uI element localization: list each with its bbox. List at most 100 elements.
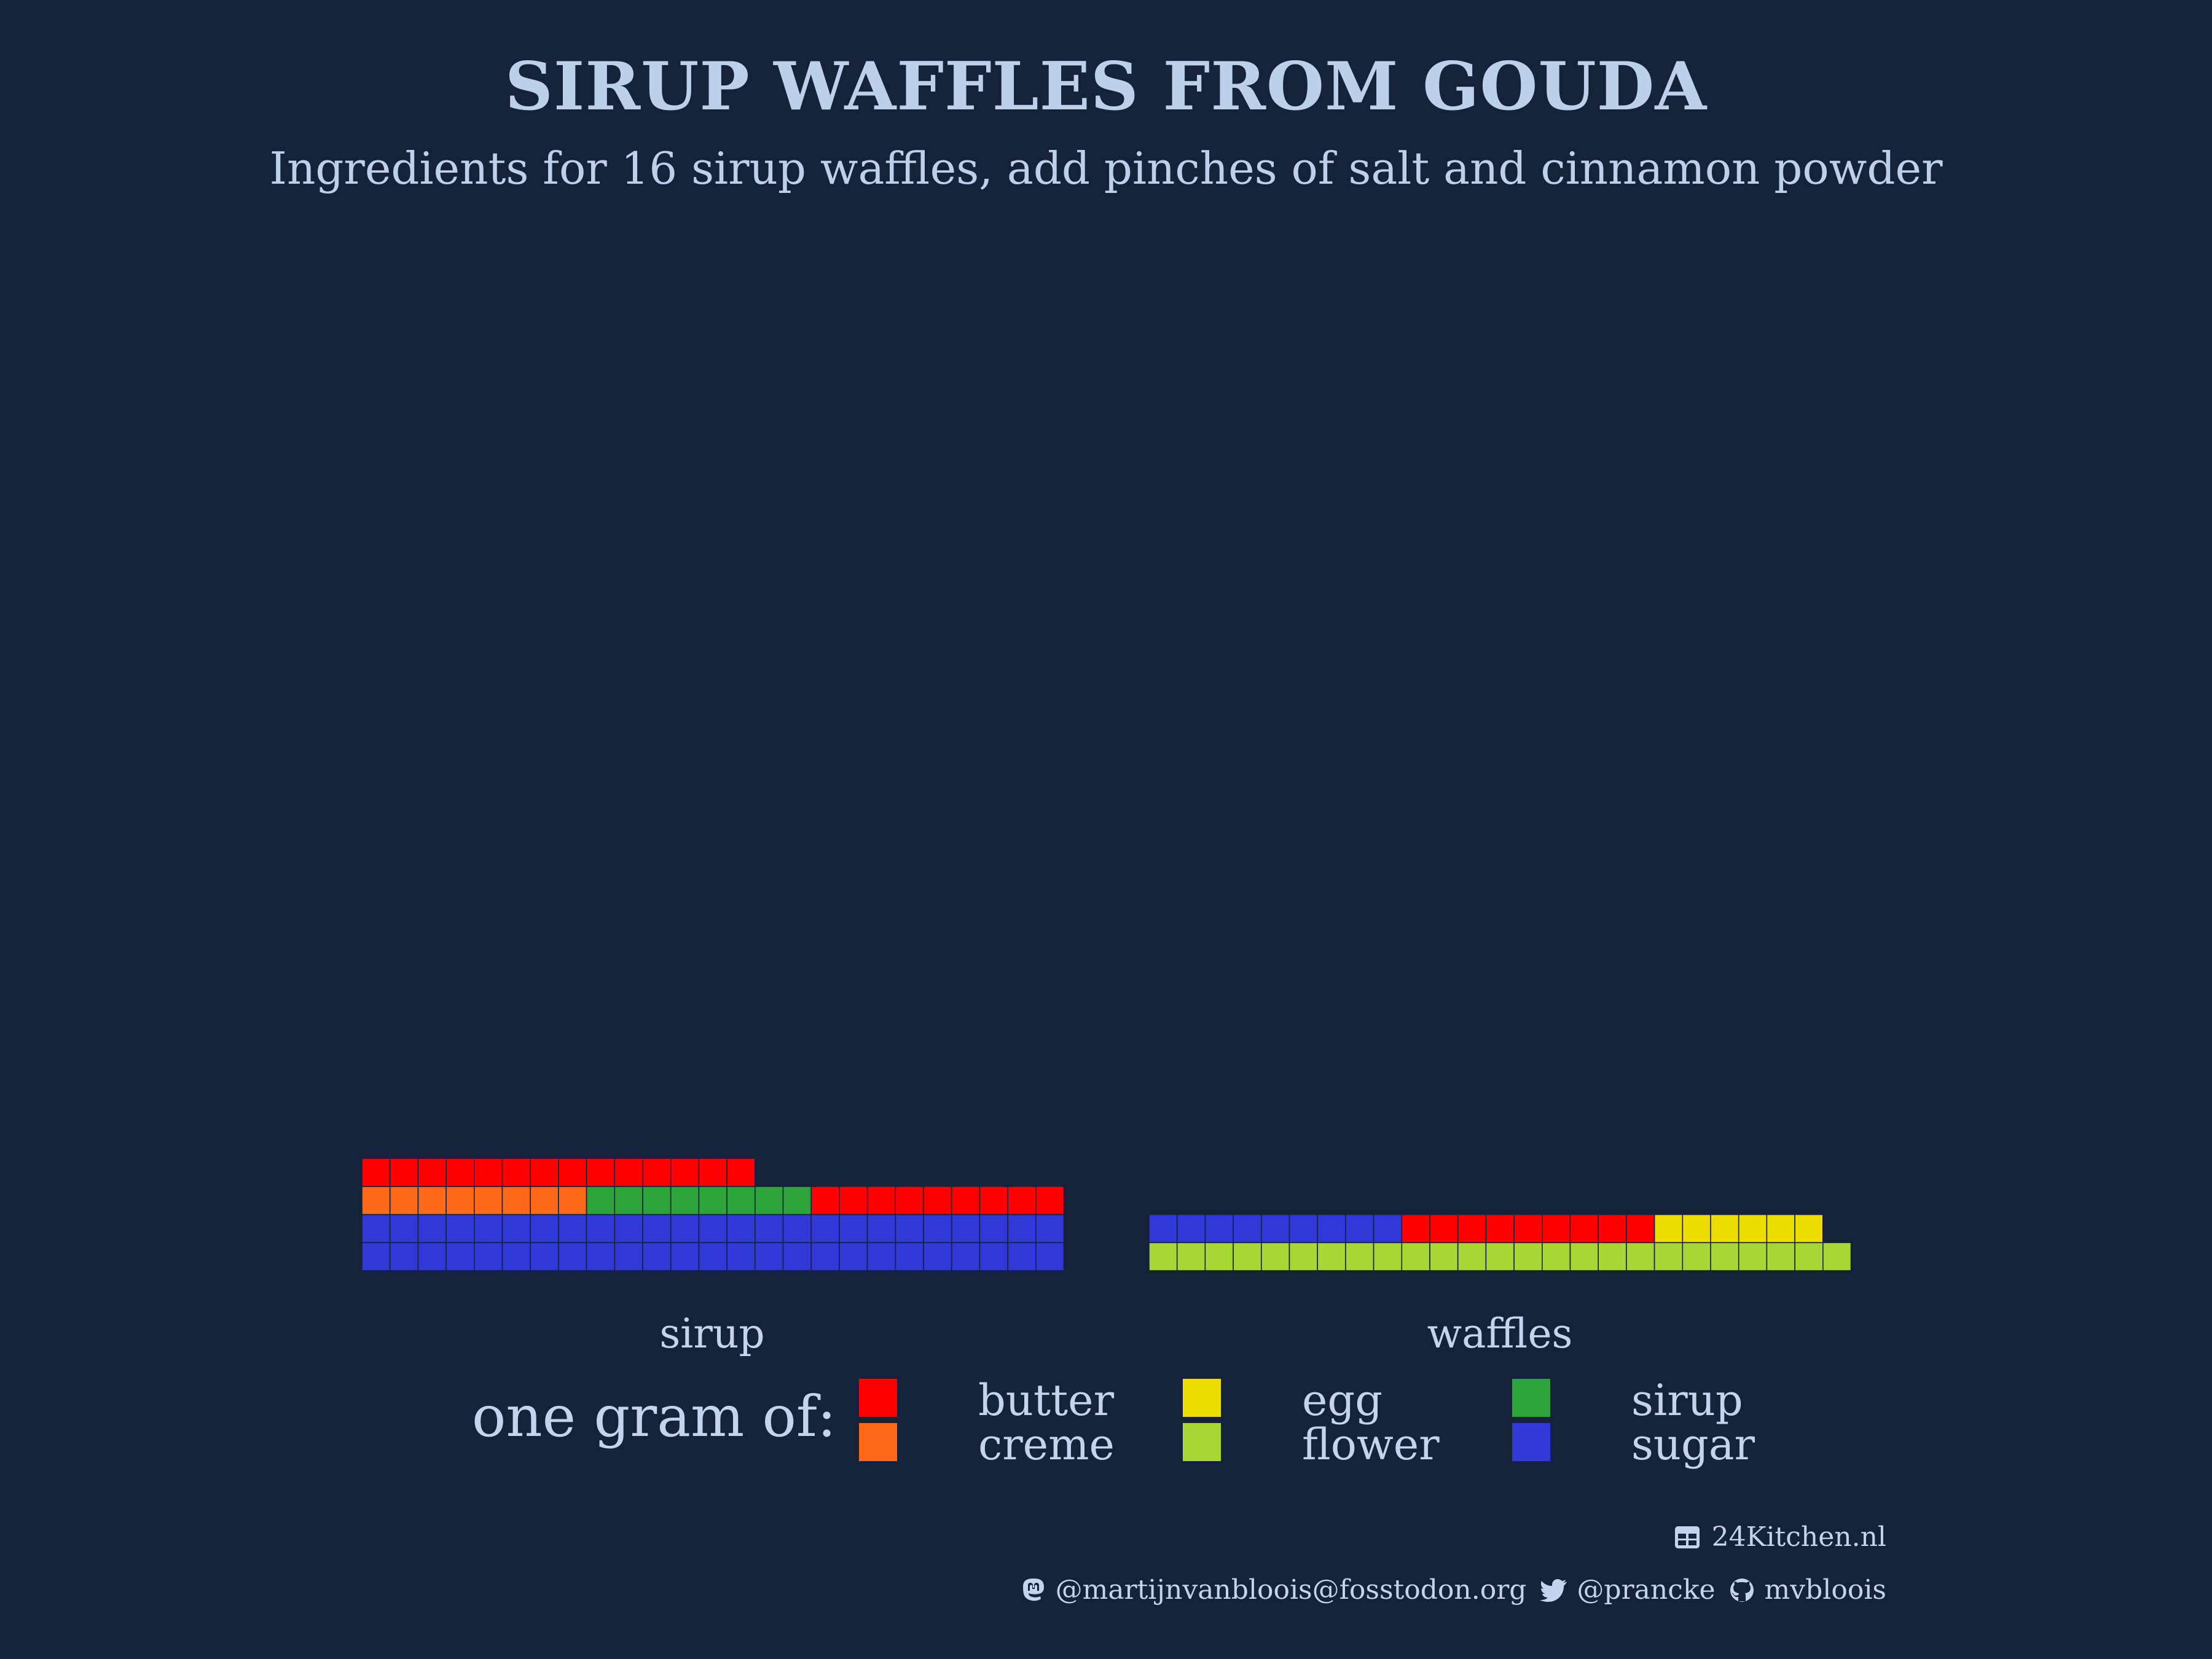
waffle-cell-waffles-flower bbox=[1653, 1242, 1684, 1271]
waffle-cell-sirup-sugar bbox=[923, 1242, 952, 1271]
waffle-cell-sirup-sirup bbox=[614, 1186, 643, 1215]
waffle-cell-sirup-sirup bbox=[670, 1186, 700, 1215]
waffle-cell-sirup-sirup bbox=[755, 1186, 784, 1215]
waffle-cell-sirup-sugar bbox=[501, 1242, 531, 1271]
waffle-cell-sirup-sugar bbox=[726, 1214, 756, 1244]
waffle-cell-sirup-creme bbox=[389, 1186, 419, 1215]
facet-label-waffles: waffles bbox=[1427, 1310, 1573, 1357]
waffle-cell-sirup-sugar bbox=[979, 1214, 1008, 1244]
waffle-cell-sirup-sugar bbox=[839, 1214, 868, 1244]
mastodon-handle: @martijnvanbloois@fosstodon.org bbox=[1055, 1574, 1527, 1606]
waffle-cell-waffles-flower bbox=[1485, 1242, 1515, 1271]
waffle-cell-waffles-sugar bbox=[1317, 1214, 1346, 1244]
waffle-cell-waffles-flower bbox=[1738, 1242, 1768, 1271]
waffle-cell-sirup-sugar bbox=[726, 1242, 756, 1271]
waffle-cell-waffles-flower bbox=[1261, 1242, 1290, 1271]
waffle-cell-sirup-butter bbox=[698, 1158, 728, 1187]
waffle-cell-sirup-sugar bbox=[586, 1242, 616, 1271]
legend-key-creme bbox=[859, 1423, 897, 1461]
waffle-cell-waffles-egg bbox=[1682, 1214, 1711, 1244]
waffle-cell-sirup-creme bbox=[558, 1186, 587, 1215]
waffle-cell-sirup-sugar bbox=[1007, 1242, 1037, 1271]
waffle-cell-waffles-flower bbox=[1822, 1242, 1852, 1271]
waffle-cell-sirup-sugar bbox=[361, 1214, 391, 1244]
waffle-cell-sirup-sugar bbox=[642, 1214, 672, 1244]
waffle-cell-waffles-sugar bbox=[1233, 1214, 1262, 1244]
waffle-cell-waffles-flower bbox=[1542, 1242, 1571, 1271]
waffle-cell-waffles-egg bbox=[1710, 1214, 1739, 1244]
waffle-cell-sirup-creme bbox=[417, 1186, 447, 1215]
waffle-cell-sirup-sugar bbox=[670, 1242, 700, 1271]
waffle-cell-sirup-sugar bbox=[810, 1214, 840, 1244]
waffle-cell-waffles-flower bbox=[1513, 1242, 1543, 1271]
waffle-cell-sirup-creme bbox=[530, 1186, 559, 1215]
facet-label-sirup: sirup bbox=[659, 1310, 765, 1357]
waffle-cell-waffles-butter bbox=[1626, 1214, 1655, 1244]
waffle-cell-waffles-flower bbox=[1794, 1242, 1824, 1271]
waffle-cell-waffles-flower bbox=[1176, 1242, 1206, 1271]
waffle-cell-waffles-flower bbox=[1345, 1242, 1375, 1271]
waffle-cell-sirup-sugar bbox=[866, 1242, 896, 1271]
waffle-cell-waffles-butter bbox=[1542, 1214, 1571, 1244]
waffle-cell-waffles-flower bbox=[1598, 1242, 1627, 1271]
legend-key-sirup bbox=[1512, 1379, 1550, 1417]
waffle-cell-waffles-sugar bbox=[1204, 1214, 1234, 1244]
waffle-cell-sirup-sugar bbox=[1007, 1214, 1037, 1244]
waffle-cell-sirup-sugar bbox=[979, 1242, 1008, 1271]
waffle-cell-sirup-butter bbox=[558, 1158, 587, 1187]
github-icon bbox=[1729, 1577, 1755, 1603]
github-handle: mvbloois bbox=[1764, 1574, 1886, 1606]
waffle-cell-sirup-butter bbox=[670, 1158, 700, 1187]
waffle-cell-waffles-flower bbox=[1766, 1242, 1795, 1271]
waffle-cell-waffles-butter bbox=[1485, 1214, 1515, 1244]
waffle-cell-sirup-sugar bbox=[417, 1214, 447, 1244]
waffle-cell-waffles-flower bbox=[1288, 1242, 1319, 1271]
waffle-cell-sirup-butter bbox=[614, 1158, 643, 1187]
waffle-cell-waffles-egg bbox=[1653, 1214, 1684, 1244]
waffle-cell-waffles-flower bbox=[1233, 1242, 1262, 1271]
waffle-cell-sirup-sugar bbox=[389, 1242, 419, 1271]
waffle-cell-waffles-egg bbox=[1766, 1214, 1795, 1244]
waffle-cell-sirup-sugar bbox=[755, 1214, 784, 1244]
waffle-cell-sirup-sugar bbox=[642, 1242, 672, 1271]
waffle-cell-sirup-sugar bbox=[951, 1242, 981, 1271]
table-icon bbox=[1674, 1525, 1701, 1550]
waffle-cell-sirup-sugar bbox=[473, 1214, 503, 1244]
waffle-cell-sirup-sirup bbox=[586, 1186, 616, 1215]
waffle-cell-sirup-butter bbox=[1035, 1186, 1065, 1215]
legend-label-egg: egg bbox=[1302, 1375, 1383, 1426]
waffle-cell-sirup-sugar bbox=[1035, 1242, 1065, 1271]
waffle-cell-sirup-butter bbox=[445, 1158, 475, 1187]
waffle-cell-sirup-sirup bbox=[698, 1186, 728, 1215]
waffle-cell-sirup-sugar bbox=[530, 1214, 559, 1244]
waffle-cell-sirup-butter bbox=[417, 1158, 447, 1187]
twitter-icon bbox=[1540, 1579, 1567, 1602]
waffle-waffles bbox=[1148, 1214, 1852, 1271]
waffle-cell-waffles-sugar bbox=[1148, 1214, 1178, 1244]
waffle-cell-sirup-sugar bbox=[530, 1242, 559, 1271]
source-text: 24Kitchen.nl bbox=[1711, 1521, 1886, 1553]
chart-subtitle: Ingredients for 16 sirup waffles, add pi… bbox=[269, 143, 1943, 194]
waffle-cell-sirup-creme bbox=[501, 1186, 531, 1215]
waffle-cell-waffles-sugar bbox=[1176, 1214, 1206, 1244]
waffle-cell-sirup-butter bbox=[839, 1186, 868, 1215]
legend-label-butter: butter bbox=[978, 1375, 1115, 1426]
waffle-cell-waffles-flower bbox=[1148, 1242, 1178, 1271]
waffle-cell-waffles-flower bbox=[1626, 1242, 1655, 1271]
chart-title: SIRUP WAFFLES FROM GOUDA bbox=[504, 48, 1708, 125]
waffle-cell-sirup-sugar bbox=[782, 1214, 812, 1244]
waffle-cell-sirup-sugar bbox=[389, 1214, 419, 1244]
waffle-cell-sirup-sugar bbox=[445, 1214, 475, 1244]
waffle-cell-sirup-creme bbox=[473, 1186, 503, 1215]
waffle-cell-sirup-butter bbox=[361, 1158, 391, 1187]
waffle-cell-sirup-butter bbox=[951, 1186, 981, 1215]
waffle-cell-sirup-butter bbox=[923, 1186, 952, 1215]
waffle-cell-sirup-sugar bbox=[866, 1214, 896, 1244]
legend-key-sugar bbox=[1512, 1423, 1550, 1461]
waffle-cell-sirup-sugar bbox=[782, 1242, 812, 1271]
waffle-cell-waffles-egg bbox=[1794, 1214, 1824, 1244]
waffle-cell-sirup-sugar bbox=[558, 1214, 587, 1244]
waffle-cell-waffles-flower bbox=[1401, 1242, 1430, 1271]
legend-title: one gram of: bbox=[472, 1384, 836, 1449]
